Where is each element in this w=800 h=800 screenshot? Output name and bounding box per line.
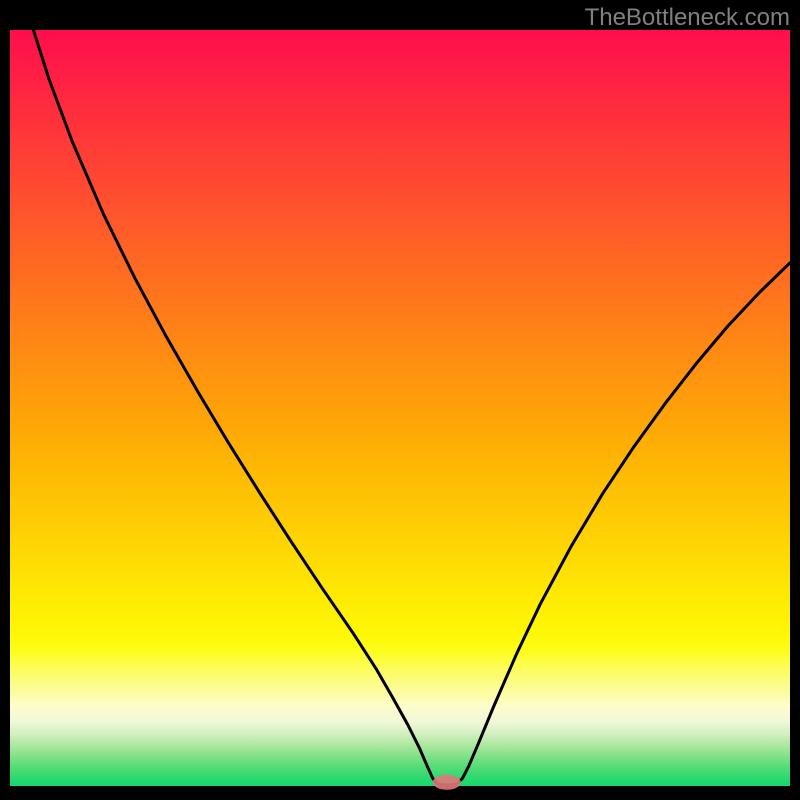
plot-background (10, 30, 790, 786)
watermark-label: TheBottleneck.com (585, 4, 790, 32)
bottleneck-chart (0, 0, 800, 800)
chart-container: TheBottleneck.com (0, 0, 800, 800)
optimum-marker (433, 775, 461, 790)
